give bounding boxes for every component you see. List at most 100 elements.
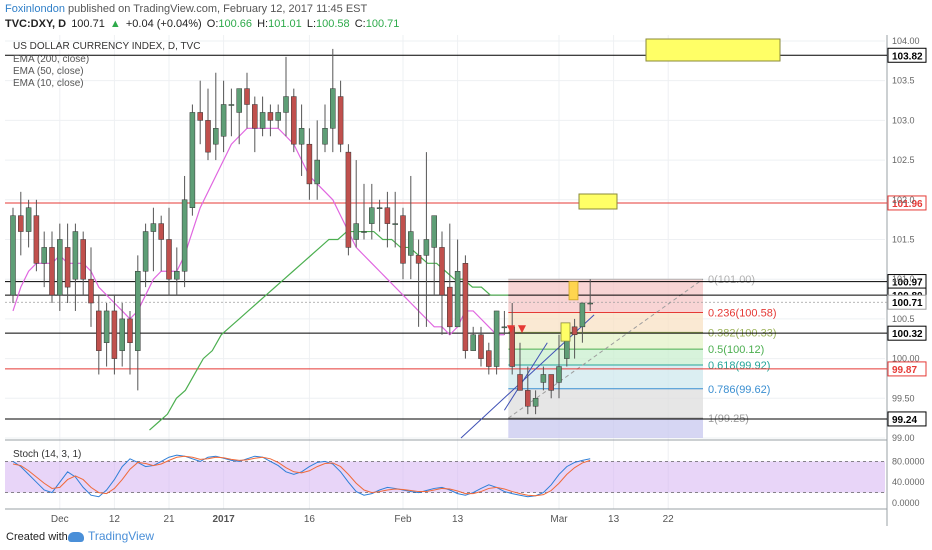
stochastic-pane [5, 454, 885, 498]
tradingview-logo[interactable]: TradingView [68, 529, 154, 543]
horizontal-levels[interactable]: 103.82101.96100.97100.80100.71100.3299.8… [5, 47, 927, 427]
price-level-label: 99.87 [892, 365, 917, 376]
candle-down [111, 310, 118, 359]
ema-lines [12, 127, 509, 431]
created-with-label: Created with [6, 531, 68, 543]
indicator-ema10-label: EMA (10, close) [13, 78, 84, 89]
candle-up [283, 96, 289, 113]
candle-up [314, 159, 320, 185]
ema10-line [12, 127, 505, 336]
fib-level-label: 0.786(99.62) [708, 384, 770, 396]
candle-down [509, 326, 515, 367]
candle-up [369, 207, 375, 224]
author-link[interactable]: Foxinlondon [5, 3, 65, 15]
candle-up [322, 128, 328, 145]
candle-up [556, 366, 562, 383]
candle-down [252, 104, 258, 129]
price-tick-label: 104.00 [892, 36, 920, 46]
trendline-short [503, 342, 548, 411]
low-value: 100.58 [316, 18, 350, 30]
price-tick-label: 101.0 [892, 274, 915, 284]
close-value: 100.71 [365, 18, 400, 30]
time-tick-label: Mar [550, 514, 568, 525]
candle-up [119, 318, 125, 351]
candle-down [337, 96, 344, 145]
candle-up [532, 398, 539, 407]
candle-down [486, 350, 492, 367]
candle-down [244, 88, 250, 105]
chart-labels: US DOLLAR CURRENCY INDEX, D, TVC EMA (20… [13, 41, 200, 460]
fib-zone [508, 312, 703, 333]
candle-up [41, 247, 47, 264]
candle-up [408, 231, 414, 256]
candle-down [127, 318, 133, 343]
candle-up [298, 128, 305, 145]
candle-up [103, 310, 110, 343]
candle-down [291, 96, 297, 145]
candle-down [478, 334, 484, 359]
candle-down [96, 310, 102, 351]
fibonacci-retracement[interactable]: 0(101.00)0.236(100.58)0.382(100.33)0.5(1… [508, 274, 777, 438]
price-level-label: 103.82 [892, 51, 923, 62]
fib-level-label: 0.5(100.12) [708, 344, 764, 356]
price-chart-svg[interactable]: 0(101.00)0.236(100.58)0.382(100.33)0.5(1… [5, 35, 927, 527]
annotations[interactable] [507, 38, 781, 342]
candle-down [166, 239, 172, 280]
candle-up [540, 374, 547, 383]
price-level-tag [887, 195, 927, 211]
candle-up [57, 239, 63, 296]
time-tick-label: 22 [663, 514, 675, 525]
target-zone-box [645, 38, 781, 62]
candle-down [517, 374, 523, 391]
candle-up [213, 128, 219, 145]
high-label: H: [257, 18, 269, 30]
fib-level-label: 0(101.00) [708, 274, 755, 286]
candle-down [415, 255, 422, 264]
price-level-label: 100.32 [892, 329, 923, 340]
candle-down [197, 112, 203, 121]
candle-down [548, 374, 554, 391]
brand-label: TradingView [88, 529, 155, 543]
candle-down [80, 239, 86, 280]
candle-down [439, 247, 445, 296]
change-arrow-icon: ▲ [109, 18, 121, 30]
ohlc-line: TVC:DXY, D 100.71 ▲ +0.04 (+0.04%) O:100… [5, 18, 399, 30]
candle-up [275, 112, 281, 121]
price-level-tag [887, 47, 927, 63]
stoch-d-line [12, 455, 591, 497]
open-label: O: [206, 18, 219, 30]
candle-down [462, 263, 469, 351]
candle-up [236, 88, 242, 113]
time-tick-label: Dec [51, 514, 69, 525]
price-tick-label: 99.00 [892, 433, 915, 443]
candle-up [431, 215, 437, 248]
candle-up [470, 334, 476, 351]
price-level-tag [887, 294, 927, 310]
close-label: C: [354, 18, 366, 30]
candle-up [330, 88, 336, 129]
price-tick-label: 102.0 [892, 195, 915, 205]
candle-down [267, 112, 274, 121]
candle-up [135, 270, 141, 351]
time-tick-label: 21 [163, 514, 175, 525]
fib-zone [508, 332, 703, 350]
candle-down [525, 390, 531, 407]
fib-zone [508, 388, 703, 419]
candle-up [353, 223, 359, 240]
price-level-tag [887, 411, 927, 427]
ema50-line [149, 230, 509, 431]
candle-down [400, 215, 406, 264]
stoch-tick-label: 0.0000 [892, 498, 920, 508]
time-tick-label: 13 [608, 514, 620, 525]
candle-up [579, 302, 586, 328]
price-tick-label: 100.5 [892, 314, 915, 324]
time-tick-label: 12 [109, 514, 121, 525]
price-level-label: 99.24 [892, 415, 917, 426]
footer: Created with TradingView [0, 526, 932, 550]
fib-level-label: 0.236(100.58) [708, 308, 777, 320]
candle-down [33, 215, 40, 264]
chart-frame[interactable]: 0(101.00) 0.236(100.58) 0.382(100.33) 0.5(1… [5, 35, 927, 527]
cloud-icon [68, 531, 84, 542]
stoch-tick-label: 40.0000 [892, 477, 925, 487]
candle-up [25, 207, 32, 232]
